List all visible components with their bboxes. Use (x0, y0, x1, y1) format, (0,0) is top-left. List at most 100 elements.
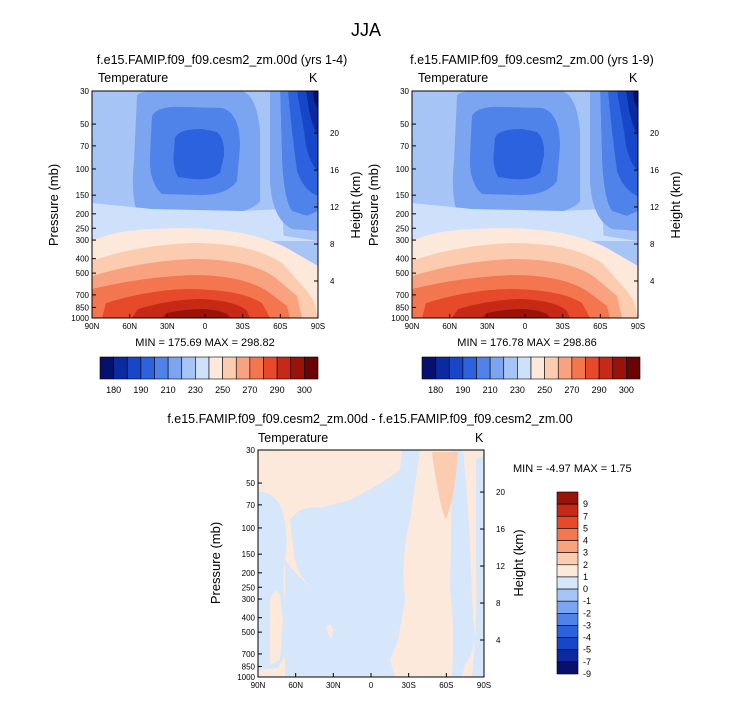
colorbar-box (263, 356, 278, 380)
colorbar-box (626, 356, 641, 380)
y2-tick-label: 4 (496, 636, 501, 645)
panel-c-variable: Temperature (258, 431, 328, 445)
panel-a-title: f.e15.FAMIP.f09_f09.cesm2_zm.00d (yrs 1-… (97, 53, 348, 67)
panel-b-contour-field (412, 91, 638, 318)
panel-a-y2label: Height (km) (348, 171, 363, 238)
colorbar-label: -2 (583, 608, 591, 618)
colorbar-box (556, 540, 579, 553)
panel-b: f.e15.FAMIP.f09_f09.cesm2_zm.00 (yrs 1-9… (366, 53, 683, 349)
colorbar-box (435, 356, 450, 380)
colorbar-box (476, 356, 491, 380)
x-tick-label: 60N (288, 681, 303, 690)
colorbar-box (154, 356, 169, 380)
colorbar-label: 300 (619, 385, 634, 395)
colorbar-box (530, 356, 545, 380)
x-tick-label: 60S (273, 322, 287, 331)
y2-tick-label: 4 (330, 277, 335, 286)
colorbar-label: 230 (188, 385, 203, 395)
colorbar-box (249, 356, 264, 380)
panel-a: f.e15.FAMIP.f09_f09.cesm2_zm.00d (yrs 1-… (46, 53, 363, 349)
panel-b-ylabel: Pressure (mb) (366, 164, 381, 246)
y-tick-label: 150 (396, 191, 410, 200)
x-tick-label: 60N (122, 322, 137, 331)
y2-tick-label: 16 (650, 166, 659, 175)
y2-tick-label: 20 (330, 129, 339, 138)
x-tick-label: 0 (203, 322, 208, 331)
y2-tick-label: 12 (650, 203, 659, 212)
colorbar-box (598, 356, 614, 380)
colorbar-label: 2 (583, 560, 588, 570)
colorbar-box (556, 515, 579, 529)
colorbar-label: 290 (592, 385, 607, 395)
colorbar-box (421, 356, 436, 380)
y-tick-label: 250 (396, 224, 410, 233)
colorbar-box (556, 503, 579, 517)
y2-tick-label: 12 (330, 203, 339, 212)
colorbar-label: 7 (583, 511, 588, 521)
colorbar-label: 0 (583, 584, 588, 594)
y2-tick-label: 8 (330, 240, 335, 249)
y-tick-label: 300 (76, 236, 90, 245)
y2-tick-label: 16 (496, 525, 505, 534)
panel-a-ylabel: Pressure (mb) (46, 164, 61, 246)
y-tick-label: 400 (396, 255, 410, 264)
colorbar-label: 190 (455, 385, 470, 395)
panel-c-colorbar: 9 7 5 4 3 2 1 0 -1 -2 -3 -4 -5 -7 -9 (556, 491, 591, 679)
colorbar-label: 3 (583, 548, 588, 558)
colorbar-label: 270 (564, 385, 579, 395)
x-tick-label: 30N (326, 681, 341, 690)
y-tick-label: 100 (396, 165, 410, 174)
y-tick-label: 850 (242, 662, 256, 671)
y2-tick-label: 8 (650, 240, 655, 249)
x-tick-label: 30S (236, 322, 250, 331)
colorbar-box (556, 649, 579, 663)
x-tick-label: 90S (311, 322, 325, 331)
panel-b-minmax: MIN = 176.78 MAX = 298.86 (457, 337, 596, 349)
y-tick-label: 500 (242, 628, 256, 637)
colorbar-box (517, 356, 532, 380)
panel-b-colorbar: 180 190 210 230 250 270 290 300 (421, 356, 641, 395)
colorbar-label: -4 (583, 633, 591, 643)
colorbar-box (556, 491, 579, 505)
x-tick-label: 60S (593, 322, 607, 331)
colorbar-label: -9 (583, 669, 591, 679)
colorbar-box (208, 356, 223, 380)
colorbar-label: -5 (583, 645, 591, 655)
colorbar-label: 230 (510, 385, 525, 395)
y-tick-label: 30 (400, 87, 409, 96)
colorbar-box (556, 625, 579, 638)
colorbar-box (557, 356, 573, 380)
y-tick-label: 500 (76, 269, 90, 278)
panel-b-variable: Temperature (418, 71, 488, 85)
colorbar-box (448, 356, 464, 380)
y-tick-label: 100 (242, 524, 256, 533)
colorbar-box (222, 356, 237, 380)
colorbar-label: 1 (583, 572, 588, 582)
panel-a-units: K (309, 71, 318, 85)
panel-c-minmax: MIN = -4.97 MAX = 1.75 (513, 463, 632, 475)
y-tick-label: 70 (246, 501, 255, 510)
panel-a-variable: Temperature (98, 71, 168, 85)
colorbar-box (195, 356, 210, 380)
colorbar-box (556, 588, 579, 602)
panel-c-units: K (475, 431, 484, 445)
colorbar-box (556, 661, 579, 675)
x-tick-label: 30N (480, 322, 495, 331)
colorbar-box (556, 552, 579, 566)
panel-b-title: f.e15.FAMIP.f09_f09.cesm2_zm.00 (yrs 1-9… (410, 53, 654, 67)
y-tick-label: 850 (76, 303, 90, 312)
colorbar-label: 5 (583, 523, 588, 533)
colorbar-box (126, 356, 142, 380)
y-tick-label: 1000 (237, 673, 255, 682)
y2-tick-label: 12 (496, 562, 505, 571)
y-tick-label: 400 (76, 255, 90, 264)
y2-tick-label: 20 (496, 488, 505, 497)
colorbar-box (544, 356, 559, 380)
colorbar-box (113, 356, 128, 380)
colorbar-box (556, 600, 579, 614)
panel-c: f.e15.FAMIP.f09_f09.cesm2_zm.00d - f.e15… (167, 412, 631, 690)
x-tick-label: 60N (442, 322, 457, 331)
colorbar-label: 290 (270, 385, 285, 395)
colorbar-box (556, 564, 579, 578)
colorbar-box (167, 356, 183, 380)
